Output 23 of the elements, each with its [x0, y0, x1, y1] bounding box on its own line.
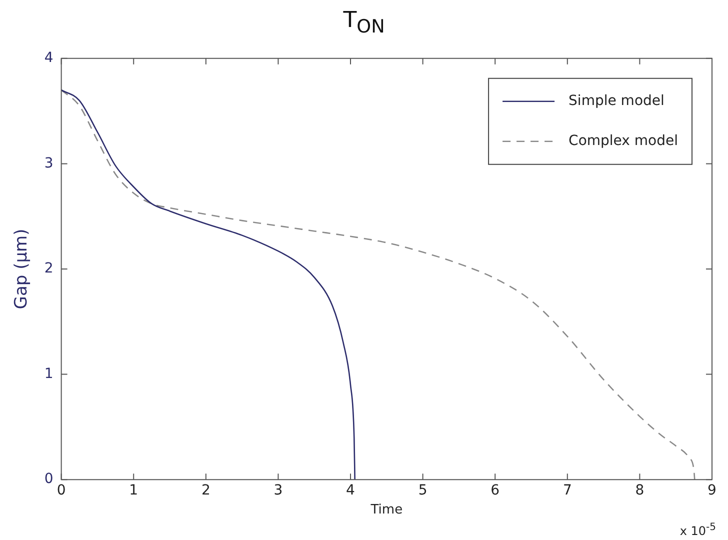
y-axis-title: Gap (µm): [12, 228, 32, 310]
y-tick-label: 4: [44, 50, 54, 66]
line-series: [61, 89, 696, 480]
x-tick-label: 5: [418, 482, 428, 499]
x-tick-label: 9: [708, 482, 716, 499]
x-tick-label: 7: [562, 482, 572, 499]
x-tick-label: 4: [346, 482, 356, 499]
x-tick-label: 6: [490, 482, 500, 499]
x-tick-label: 0: [56, 482, 66, 499]
y-tick-label: 0: [44, 471, 54, 488]
y-tick-label: 1: [44, 366, 54, 382]
x-tick-label: 8: [635, 482, 644, 499]
chart-title: T$_{ON}$: [342, 8, 386, 38]
x-tick-label: 2: [201, 482, 210, 499]
legend-label: Complex model: [568, 133, 678, 150]
legend-label: Simple model: [568, 93, 664, 110]
y-tick-label: 3: [44, 155, 54, 172]
line-series: [61, 89, 356, 480]
text: x 10$^{-5}$: [680, 522, 716, 538]
x-axis-title: Time: [370, 502, 403, 518]
x-tick-label: 3: [274, 482, 283, 499]
y-tick-label: 2: [44, 260, 54, 277]
x-tick-label: 1: [129, 482, 138, 499]
